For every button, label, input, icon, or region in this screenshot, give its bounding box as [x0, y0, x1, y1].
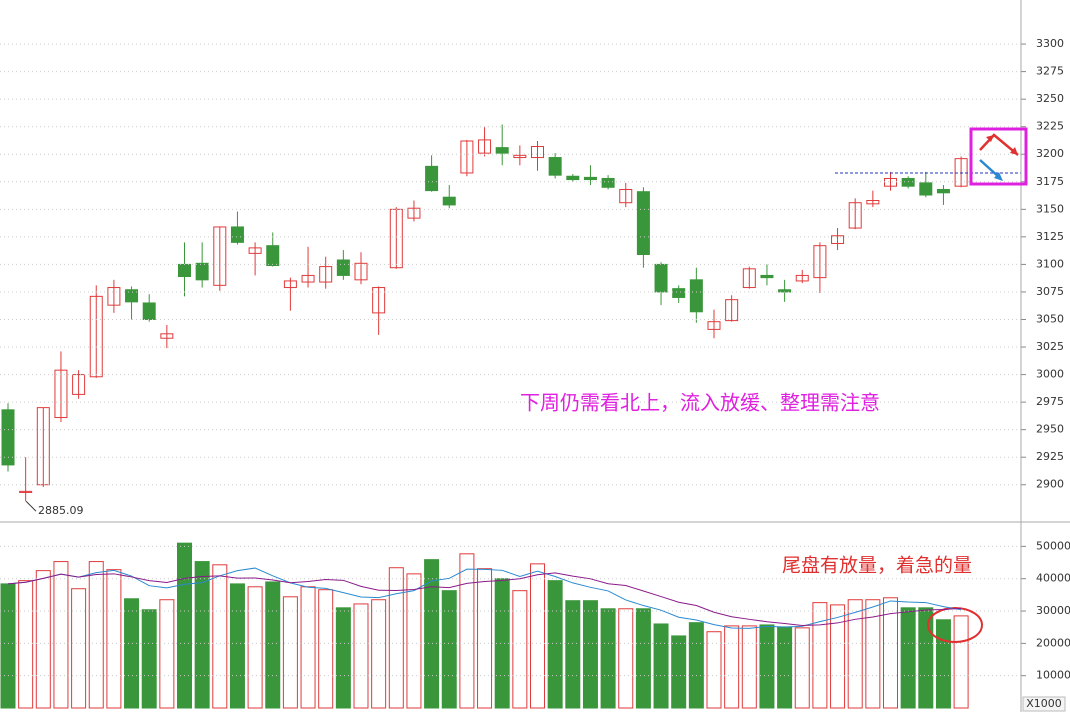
volume-bar [794, 627, 810, 709]
volume-bar [777, 626, 793, 709]
volume-bar [212, 564, 228, 709]
volume-bar [547, 580, 563, 709]
volume-bar [282, 596, 298, 709]
volume-bar [618, 608, 634, 709]
y-tick-label: 2950 [1036, 423, 1064, 436]
y-tick-label: 3150 [1036, 202, 1064, 215]
volume-bar [106, 569, 122, 709]
volume-bar [177, 542, 192, 709]
y-tick-label: 3275 [1036, 65, 1064, 78]
annotation: 尾盘有放量，着急的量 [782, 555, 972, 577]
volume-bar [300, 586, 316, 709]
y-tick-label: 3075 [1036, 285, 1064, 298]
y-tick-label: 3200 [1036, 147, 1064, 160]
volume-bar [353, 603, 369, 709]
volume-bar [265, 581, 281, 709]
volume-bar [477, 568, 493, 709]
y-tick-label: 10000 [1036, 669, 1070, 682]
highlight-box [969, 127, 1028, 186]
volume-bar [159, 599, 175, 709]
y-tick-label: 2925 [1036, 450, 1064, 463]
y-tick-label: 2900 [1036, 478, 1064, 491]
volume-bar [530, 563, 545, 709]
volume-bar [18, 580, 34, 709]
volume-bar [724, 625, 740, 709]
volume-bar [582, 600, 598, 709]
volume-bar [653, 623, 669, 709]
volume-bar [53, 561, 69, 709]
y-tick-label: 3000 [1036, 368, 1064, 381]
volume-bar [865, 599, 881, 709]
volume-bar [459, 553, 475, 709]
volume-bar [194, 561, 210, 709]
volume-bar [900, 607, 916, 709]
unit-box [1022, 696, 1066, 712]
y-tick-label: 50000 [1036, 539, 1070, 552]
volume-bar [565, 600, 581, 709]
volume-bar [494, 578, 510, 709]
y-tick-label: 3250 [1036, 92, 1064, 105]
volume-bar [706, 631, 722, 709]
y-tick-label: 40000 [1036, 572, 1070, 585]
volume-bar [441, 590, 457, 709]
volume-bar [830, 604, 846, 709]
volume-bar [35, 570, 51, 709]
volume-bar [318, 589, 334, 709]
arrow-head [1010, 147, 1018, 155]
volume-bar [671, 635, 687, 709]
y-tick-label: 20000 [1036, 636, 1070, 649]
moving-average [7, 567, 962, 629]
moving-average [7, 572, 962, 626]
y-tick-label: 30000 [1036, 604, 1070, 617]
volume-bar [918, 607, 934, 709]
y-tick-label: 3100 [1036, 257, 1064, 270]
volume-bar [883, 597, 898, 709]
highlight-ellipse [927, 607, 983, 643]
volume-bar [635, 608, 651, 709]
volume-bar [229, 583, 245, 709]
arrow-head [994, 172, 1003, 181]
volume-bar [812, 602, 828, 709]
y-tick-label: 3175 [1036, 175, 1064, 188]
volume-bar [88, 561, 104, 709]
volume-bar [424, 559, 440, 709]
volume-bar [71, 588, 87, 709]
volume-bar [688, 622, 704, 709]
volume-bar [512, 590, 528, 709]
volume-bar [935, 619, 951, 709]
unit-label: X1000 [1026, 697, 1062, 710]
volume-bar [124, 598, 140, 709]
y-tick-label: 3125 [1036, 230, 1064, 243]
volume-bar [371, 599, 387, 709]
volume-bar [141, 609, 157, 709]
y-tick-label: 3300 [1036, 37, 1064, 50]
volume-bar [388, 567, 404, 709]
y-tick-label: 3050 [1036, 312, 1064, 325]
volume-bar [741, 625, 757, 709]
volume-bar [759, 624, 775, 709]
min-pointer [25, 500, 37, 512]
volume-bar [335, 607, 351, 709]
y-tick-label: 2975 [1036, 395, 1064, 408]
volume-bar [247, 586, 263, 709]
annotation: 下周仍需看北上，流入放缓、整理需注意 [520, 391, 880, 415]
volume-bar [600, 608, 616, 709]
y-tick-label: 3025 [1036, 340, 1064, 353]
y-tick-label: 3225 [1036, 120, 1064, 133]
volume-bar [953, 615, 969, 709]
volume-bar [847, 599, 863, 709]
min-label: 2885.09 [38, 504, 84, 517]
arrow-head [986, 135, 994, 142]
volume-bar [0, 583, 16, 709]
volume-bar [406, 573, 422, 709]
